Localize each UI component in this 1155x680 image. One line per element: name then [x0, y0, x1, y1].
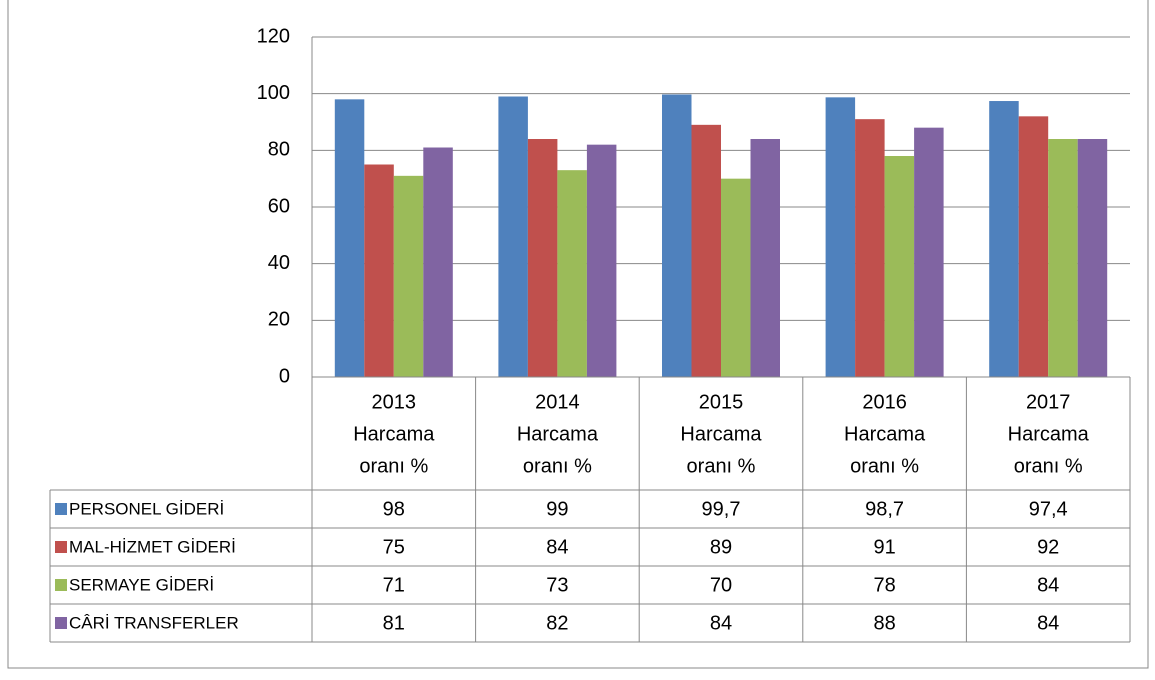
y-tick-label: 60 — [268, 195, 290, 217]
legend-label: SERMAYE GİDERİ — [69, 575, 214, 594]
table-value: 91 — [873, 536, 895, 558]
bar — [855, 119, 885, 378]
bar — [721, 178, 751, 377]
table-value: 71 — [383, 574, 405, 596]
legend-label: MAL-HİZMET GİDERİ — [69, 537, 236, 556]
table-value: 88 — [873, 612, 895, 634]
table-value: 99,7 — [702, 498, 741, 520]
legend-key — [55, 617, 67, 629]
y-tick-label: 0 — [279, 365, 290, 387]
table-value: 98 — [383, 498, 405, 520]
bar — [498, 96, 528, 377]
x-tick-label: Harcama — [353, 423, 435, 445]
table-value: 84 — [710, 612, 732, 634]
bar — [334, 99, 365, 377]
legend-key — [55, 503, 67, 515]
legend-label: PERSONEL GİDERİ — [69, 499, 224, 518]
table-value: 81 — [383, 612, 405, 634]
bar — [989, 101, 1019, 378]
bar — [914, 127, 944, 378]
x-tick-label: 2017 — [1026, 391, 1071, 413]
table-value: 97,4 — [1029, 498, 1068, 520]
bar — [750, 139, 780, 377]
bar — [423, 147, 453, 377]
bar — [527, 139, 558, 377]
table-value: 84 — [1037, 574, 1059, 596]
y-tick-label: 120 — [257, 25, 290, 47]
x-tick-label: oranı % — [359, 455, 428, 477]
bar — [1018, 116, 1049, 377]
y-tick-label: 80 — [268, 139, 290, 161]
table-value: 75 — [383, 536, 405, 558]
x-tick-label: 2013 — [372, 391, 417, 413]
bar — [884, 156, 915, 377]
table-value: 98,7 — [865, 498, 904, 520]
table-value: 70 — [710, 574, 732, 596]
bar — [825, 97, 856, 377]
table-value: 89 — [710, 536, 732, 558]
bar — [557, 170, 587, 377]
table-value: 78 — [873, 574, 895, 596]
x-tick-label: oranı % — [523, 455, 592, 477]
y-tick-label: 40 — [268, 252, 290, 274]
legend-key — [55, 541, 67, 553]
x-tick-label: Harcama — [517, 423, 599, 445]
x-tick-label: 2014 — [535, 391, 580, 413]
x-tick-label: Harcama — [844, 423, 926, 445]
bar — [364, 164, 394, 377]
y-tick-label: 100 — [257, 82, 290, 104]
bar — [691, 124, 721, 377]
table-value: 84 — [546, 536, 568, 558]
bar — [393, 175, 424, 377]
x-tick-label: oranı % — [850, 455, 919, 477]
x-tick-label: oranı % — [1014, 455, 1083, 477]
x-tick-label: Harcama — [1008, 423, 1090, 445]
bar — [1077, 139, 1108, 377]
legend-key — [55, 579, 67, 591]
x-tick-label: 2015 — [699, 391, 744, 413]
bar — [1048, 139, 1078, 377]
table-value: 92 — [1037, 536, 1059, 558]
x-tick-label: Harcama — [680, 423, 762, 445]
bar — [662, 94, 692, 378]
legend-label: CÂRİ TRANSFERLER — [69, 613, 239, 632]
y-tick-label: 20 — [268, 309, 290, 331]
x-tick-label: oranı % — [687, 455, 756, 477]
x-tick-label: 2016 — [862, 391, 907, 413]
table-value: 73 — [546, 574, 568, 596]
table-value: 84 — [1037, 612, 1059, 634]
table-value: 99 — [546, 498, 568, 520]
table-value: 82 — [546, 612, 568, 634]
bar — [586, 144, 617, 377]
